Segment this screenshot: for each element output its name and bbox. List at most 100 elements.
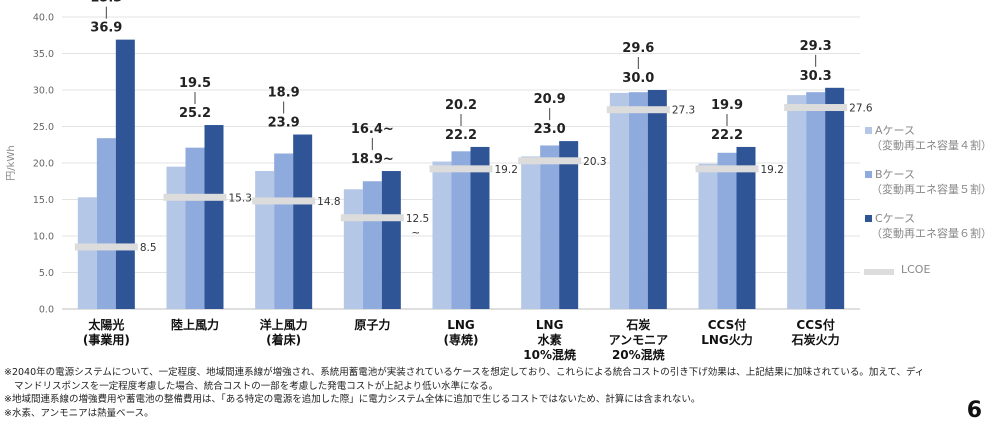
footnote-2: ※地域間連系線の増強費用や蓄電池の整備費用は、「ある特定の電源を追加した際」に電… — [4, 394, 701, 405]
bar-b — [717, 152, 737, 309]
legend-label-lcoe: LCOE — [901, 263, 931, 276]
lcoe-mark — [784, 104, 848, 112]
y-tick-label: 40.0 — [33, 13, 54, 24]
range-label-high: 23.0 — [534, 122, 566, 137]
x-category-label: 10%混焼 — [523, 347, 576, 362]
range-label-low: 18.9 — [268, 86, 300, 101]
lcoe-mark — [429, 165, 493, 173]
bar-c — [204, 125, 224, 309]
lcoe-label: 20.3 — [583, 156, 606, 168]
legend-swatch-b — [865, 171, 872, 178]
range-label-high: 30.3 — [800, 69, 832, 84]
lcoe-label: 15.3 — [229, 192, 252, 204]
lcoe-label: 8.5 — [140, 242, 157, 254]
legend-label-b: Bケース — [875, 168, 915, 181]
legend-label-c: Cケース — [875, 212, 916, 225]
lcoe-label: 19.2 — [495, 164, 518, 176]
page-number: 6 — [966, 398, 982, 423]
y-tick-label: 5.0 — [39, 268, 54, 279]
legend-sub-a: （変動再エネ容量４割） — [871, 139, 992, 152]
lcoe-label: 19.2 — [761, 164, 784, 176]
footnotes: ※2040年の電源システムについて、一定程度、地域間連系線が増強され、系統用蓄電… — [4, 366, 964, 420]
legend-label-a: Aケース — [875, 124, 915, 137]
range-label-low: 20.2 — [445, 98, 477, 113]
x-category-label: アンモニア — [609, 333, 669, 347]
legend-sub-c: （変動再エネ容量６割） — [871, 227, 992, 240]
lcoe-mark — [518, 157, 582, 165]
y-tick-label: 20.0 — [33, 159, 54, 170]
range-label-low: 29.3 — [800, 39, 832, 54]
lcoe-label: 27.6 — [849, 103, 873, 115]
bar-b — [806, 92, 826, 309]
lcoe-mark — [252, 197, 316, 205]
bar-c — [293, 134, 313, 309]
y-axis-label: 円/kWh — [6, 145, 17, 180]
lcoe-mark — [606, 106, 670, 114]
bar-a — [521, 156, 541, 309]
x-category-label: 原子力 — [354, 317, 390, 332]
legend-item-lcoe: LCOE — [861, 263, 992, 279]
lcoe-mark — [695, 165, 759, 173]
x-category-label: 洋上風力 — [260, 317, 308, 332]
range-label-low: 29.6 — [622, 41, 654, 56]
bar-a — [698, 163, 718, 309]
bar-b — [274, 153, 294, 309]
bar-b — [362, 181, 382, 309]
x-category-label: LNG — [447, 318, 475, 332]
bar-c — [647, 90, 667, 309]
range-label-low: 19.9 — [711, 98, 743, 113]
x-category-label: (専焼) — [444, 332, 479, 347]
legend-sub-b: （変動再エネ容量５割） — [871, 183, 992, 196]
lcoe-label: 27.3 — [672, 105, 695, 117]
x-category-label: 20%混焼 — [612, 347, 665, 362]
legend-item-a: Aケース （変動再エネ容量４割） — [861, 118, 992, 162]
footnote-3: ※水素、アンモニアは熱量ベース。 — [4, 407, 154, 419]
range-label-low: 16.4~ — [351, 122, 394, 137]
range-label-high: 36.9 — [90, 21, 122, 36]
lcoe-tilde: ~ — [411, 227, 420, 239]
bar-a — [255, 171, 275, 309]
footnote-1-cont: マンドリスポンスを一定程度考慮した場合、統合コストの一部を考慮した発電コストが上… — [14, 380, 499, 392]
y-tick-label: 10.0 — [33, 232, 54, 243]
range-label-high: 18.9~ — [351, 152, 394, 167]
x-category-label: 陸上風力 — [171, 317, 219, 332]
y-tick-label: 35.0 — [33, 49, 54, 60]
legend: Aケース （変動再エネ容量４割） Bケース （変動再エネ容量５割） Cケース （… — [861, 118, 992, 276]
bar-b — [540, 145, 560, 309]
y-tick-label: 15.0 — [33, 195, 54, 206]
y-tick-label: 0.0 — [39, 305, 54, 316]
bar-a — [166, 166, 186, 309]
bar-b — [185, 147, 205, 309]
legend-swatch-c — [865, 215, 872, 222]
range-label-high: 23.9 — [268, 116, 300, 131]
range-label-low: 15.3 — [90, 0, 122, 6]
bar-c — [470, 146, 490, 309]
x-category-label: CCS付 — [796, 317, 834, 332]
range-label-low: 19.5 — [179, 76, 211, 91]
bar-a — [609, 92, 629, 309]
bar-b — [451, 151, 471, 309]
chart-canvas: 0.0 5.0 10.0 15.0 20.0 25.0 30.0 35.0 40.0 円/kWh 8… — [6, 0, 873, 362]
y-tick-label: 25.0 — [33, 122, 54, 133]
bar-b — [96, 138, 116, 309]
range-label-low: 20.9 — [534, 92, 566, 107]
legend-swatch-a — [865, 127, 872, 134]
bar-a — [787, 95, 807, 309]
legend-item-c: Cケース （変動再エネ容量６割） — [861, 206, 992, 250]
x-category-label: 石炭 — [625, 317, 650, 332]
bar-c — [825, 87, 845, 309]
bar-c — [559, 141, 579, 309]
x-category-label: 太陽光 — [88, 317, 124, 332]
x-category-label: (着床) — [266, 332, 301, 347]
x-category-label: LNG — [536, 318, 564, 332]
x-category-label: 水素 — [538, 332, 562, 347]
x-category-label: LNG火力 — [701, 332, 753, 347]
bar-c — [736, 146, 756, 309]
bar-a — [77, 197, 97, 309]
x-category-label: CCS付 — [708, 317, 746, 332]
range-label-high: 25.2 — [179, 106, 211, 121]
bar-c — [115, 39, 135, 309]
lcoe-mark — [163, 193, 227, 201]
range-label-high: 30.0 — [622, 71, 654, 86]
lcoe-label: 12.5 — [406, 213, 429, 225]
